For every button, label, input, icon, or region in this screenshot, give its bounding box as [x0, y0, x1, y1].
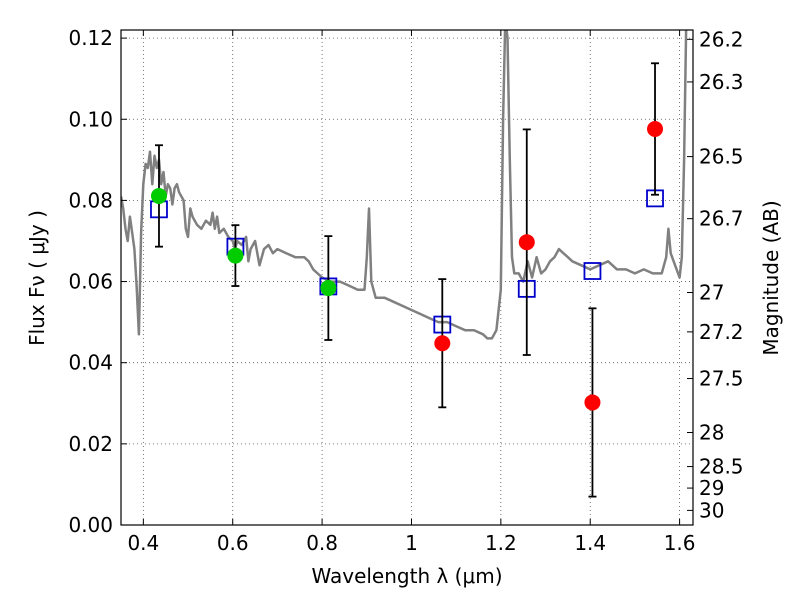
plot-frame: [120, 29, 694, 526]
y2-tick-label: 27: [699, 281, 724, 305]
green-data-point: [227, 247, 244, 264]
y2-tick-label: 28.5: [699, 455, 744, 479]
y2-tick-label: 26.7: [699, 207, 744, 231]
y-tick-label: 0.04: [68, 351, 113, 375]
y-tick-label: 0.06: [68, 270, 113, 294]
x-tick-label: 0.6: [217, 531, 249, 555]
y2-tick-label: 30: [699, 498, 724, 522]
x-tick-label: 1.4: [574, 531, 606, 555]
y-tick-label: 0.02: [68, 432, 113, 456]
x-tick-label: 1.2: [485, 531, 517, 555]
y2-tick-label: 26.3: [699, 70, 744, 94]
model-flux-square: [583, 262, 602, 280]
y2-tick-label: 26.2: [699, 27, 744, 51]
red-data-point: [518, 234, 535, 251]
x-tick-label: 1.6: [664, 531, 696, 555]
plot-area: [121, 30, 688, 498]
red-data-point: [584, 394, 601, 411]
axis-ticks: 0.4 0.6 0.8 1 1.2 1.4 1.6 0.00 0.02 0.04 0.06 0.08 0…: [68, 26, 743, 555]
y2-tick-label: 28: [699, 420, 724, 444]
x-tick-label: 0.4: [127, 531, 159, 555]
y-tick-label: 0.10: [68, 107, 113, 131]
red-data-point: [647, 121, 664, 137]
y-tick-label: 0.12: [68, 26, 113, 50]
green-data-point: [320, 280, 337, 297]
y2-tick-label: 27.2: [699, 320, 744, 344]
y2-tick-label: 27.5: [699, 367, 744, 391]
y2-tick-label: 29: [699, 476, 724, 500]
red-data-point: [434, 335, 451, 352]
y-tick-label: 0.08: [68, 188, 113, 212]
green-data-point: [150, 187, 167, 204]
y2-axis-title: Magnitude (AB): [759, 200, 783, 355]
y2-tick-label: 26.5: [699, 145, 744, 169]
y-tick-label: 0.00: [68, 513, 113, 537]
y-axis-title: Flux Fν ( μJy ): [25, 210, 49, 346]
x-tick-label: 1: [405, 531, 418, 555]
x-axis-title: Wavelength λ (μm): [311, 564, 502, 588]
x-tick-label: 0.8: [306, 531, 338, 555]
template-spectrum-line: [121, 30, 688, 340]
